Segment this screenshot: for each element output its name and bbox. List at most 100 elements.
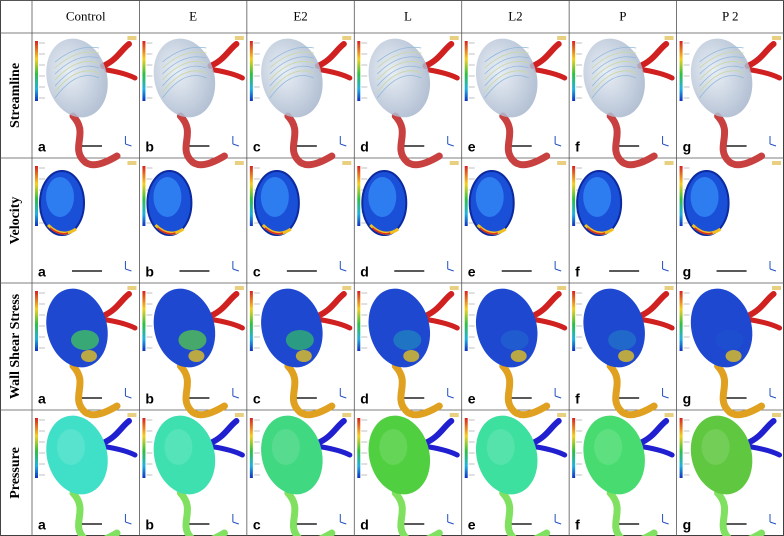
panel-letter: b: [145, 139, 154, 155]
logo: [234, 161, 244, 165]
branch-artery: [744, 291, 777, 319]
logo: [772, 36, 781, 40]
sac: [583, 288, 645, 368]
axis-triad: [662, 514, 669, 525]
branch-artery: [426, 444, 460, 458]
panel-letter: c: [253, 391, 261, 407]
color-legend: [142, 166, 146, 226]
axis-triad: [662, 136, 669, 147]
panel-image: [679, 286, 783, 419]
row-label: Wall Shear Stress: [8, 293, 23, 399]
branch-artery: [207, 418, 240, 446]
streamline: [699, 70, 744, 93]
streamline: [484, 46, 529, 63]
pressure-patch: [271, 429, 300, 465]
column-header: L2: [508, 8, 522, 23]
parent-artery: [714, 362, 766, 419]
logo: [664, 161, 674, 165]
color-legend: [35, 418, 38, 478]
panel-image: [357, 36, 460, 169]
color-legend: [572, 291, 576, 351]
column-header: Control: [66, 8, 106, 23]
parent-artery: [69, 362, 121, 419]
shear-patch: [285, 330, 314, 350]
pressure-patch: [701, 429, 730, 465]
panel-image: [572, 286, 675, 419]
parent-artery: [69, 489, 121, 536]
logo: [127, 286, 137, 290]
branch-artery: [637, 291, 670, 319]
panel-image: [572, 161, 674, 272]
panel-image: [35, 413, 138, 536]
streamline: [269, 56, 314, 75]
shear-patch: [715, 330, 744, 350]
streamline: [162, 61, 207, 81]
sac: [153, 288, 216, 368]
color-legend: [142, 418, 146, 478]
branch-artery: [529, 41, 562, 69]
pressure-patch: [486, 429, 515, 465]
panel-letter: d: [360, 139, 369, 155]
streamline: [269, 75, 315, 99]
panel-image: [357, 413, 460, 536]
panel-image: [464, 286, 568, 419]
parent-artery: [606, 489, 658, 536]
sac: [690, 288, 753, 368]
logo: [772, 286, 781, 290]
parent-artery: [284, 489, 336, 536]
branch-artery: [314, 291, 347, 319]
color-legend: [679, 41, 683, 101]
logo: [449, 286, 459, 290]
sac: [261, 288, 323, 368]
panel-image: [679, 161, 781, 272]
parent-artery: [176, 362, 228, 419]
shear-patch: [500, 330, 529, 350]
color-legend: [35, 41, 38, 101]
panel-image: [249, 286, 353, 419]
branch-artery: [641, 444, 675, 458]
axis-triad: [232, 514, 240, 525]
jet-region: [475, 177, 504, 217]
streamline: [484, 61, 529, 81]
color-legend: [679, 166, 683, 226]
branch-artery: [641, 67, 675, 81]
panel-image: [464, 161, 567, 272]
streamline: [162, 65, 207, 87]
color-legend: [142, 291, 146, 351]
sac: [475, 288, 538, 368]
axis-triad: [554, 388, 562, 399]
inflow-jet: [479, 227, 498, 235]
inflow-jet: [371, 227, 391, 235]
inflow-jet: [156, 227, 176, 235]
sac: [475, 415, 538, 495]
panel-letter: a: [38, 517, 46, 533]
streamline: [54, 61, 100, 81]
logo: [234, 36, 244, 40]
parent-artery: [391, 362, 443, 419]
logo: [557, 161, 567, 165]
axis-triad: [662, 388, 669, 399]
color-legend: [35, 291, 38, 351]
logo: [557, 36, 567, 40]
color-legend: [464, 418, 468, 478]
parent-artery: [284, 362, 336, 419]
branch-artery: [529, 291, 562, 319]
logo: [664, 36, 674, 40]
branch-artery: [534, 444, 568, 458]
streamline: [269, 51, 314, 69]
branch-artery: [637, 418, 670, 446]
streamline: [376, 75, 422, 99]
column-header: E: [189, 8, 197, 23]
streamline: [269, 46, 314, 63]
branch-artery: [534, 317, 568, 331]
logo: [234, 413, 244, 417]
panel-letter: b: [145, 517, 154, 533]
shear-patch: [188, 350, 205, 362]
branch-artery: [314, 41, 347, 69]
axis-triad: [447, 388, 454, 399]
panel-image: [142, 286, 245, 419]
color-legend: [679, 291, 683, 351]
shear-patch: [393, 330, 422, 350]
jet-region: [153, 177, 182, 217]
panel-image: [249, 161, 352, 272]
